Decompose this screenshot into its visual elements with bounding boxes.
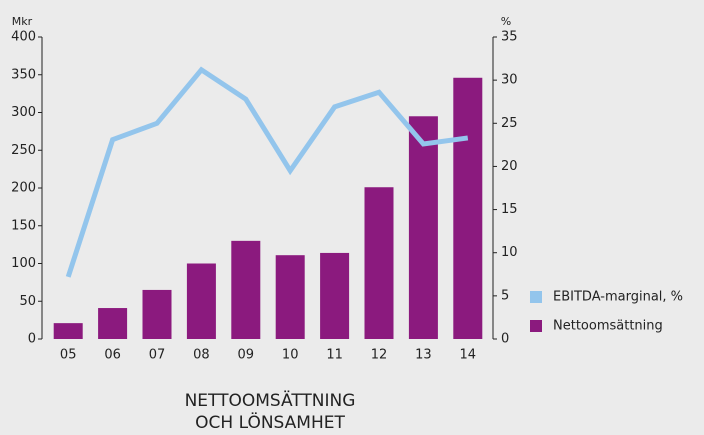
x-tick-label: 10 [282,348,299,363]
bar [320,252,350,339]
y-tick-label: 150 [11,218,36,233]
legend-label: EBITDA-marginal, % [553,290,683,305]
x-tick-label: 12 [371,348,388,363]
y-tick-label: 400 [11,30,36,45]
y-axis-label: Mkr [12,15,33,28]
y-tick-label: 300 [11,105,36,120]
bar [364,187,394,339]
y-tick-label: 200 [11,181,36,196]
line [65,66,469,278]
bar [231,240,261,339]
bar [408,116,438,340]
y2-tick-label: 20 [501,159,518,174]
y2-tick-label: 30 [501,73,518,88]
legend-swatch [530,291,542,303]
y-tick-label: 350 [11,67,36,82]
legend-swatch [530,320,542,332]
y2-tick-label: 5 [501,288,509,303]
bar [453,77,483,340]
bar [142,289,172,339]
bar [98,308,128,339]
y2-tick-label: 25 [501,116,518,131]
y2-tick-label: 0 [501,332,509,347]
y2-tick-label: 15 [501,202,518,217]
bar [53,323,83,339]
x-tick-label: 06 [104,348,121,363]
x-tick-label: 08 [193,348,210,363]
y-tick-label: 250 [11,143,36,158]
y-tick-label: 50 [19,294,36,309]
y2-tick-label: 10 [501,245,518,260]
y-tick-label: 100 [11,256,36,271]
y-tick-label: 0 [28,332,36,347]
bar [275,255,305,339]
y2-tick-label: 35 [501,30,518,45]
x-tick-label: 09 [238,348,255,363]
x-tick-label: 14 [460,348,477,363]
bar [186,263,216,339]
chart-title: NETTOOMSÄTTNING [185,390,356,411]
x-tick-label: 07 [149,348,166,363]
chart-title: OCH LÖNSAMHET [195,411,345,433]
y2-axis-label: % [501,15,511,28]
x-tick-label: 05 [60,348,77,363]
legend-label: Nettoomsättning [553,319,663,334]
x-tick-label: 13 [415,348,432,363]
x-tick-label: 11 [326,348,343,363]
